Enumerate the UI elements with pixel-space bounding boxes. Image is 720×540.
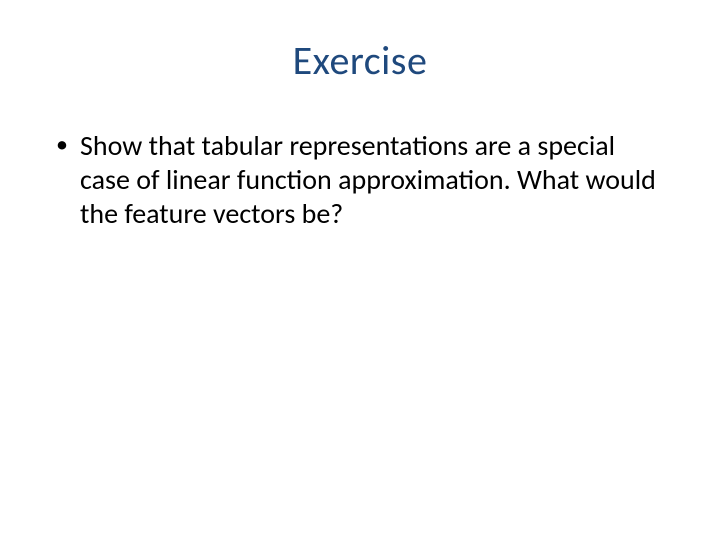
bullet-list: Show that tabular representations are a … xyxy=(50,129,670,231)
slide-body: Show that tabular representations are a … xyxy=(50,129,670,231)
bullet-item: Show that tabular representations are a … xyxy=(50,129,670,231)
slide: Exercise Show that tabular representatio… xyxy=(0,0,720,540)
slide-title: Exercise xyxy=(50,36,670,85)
